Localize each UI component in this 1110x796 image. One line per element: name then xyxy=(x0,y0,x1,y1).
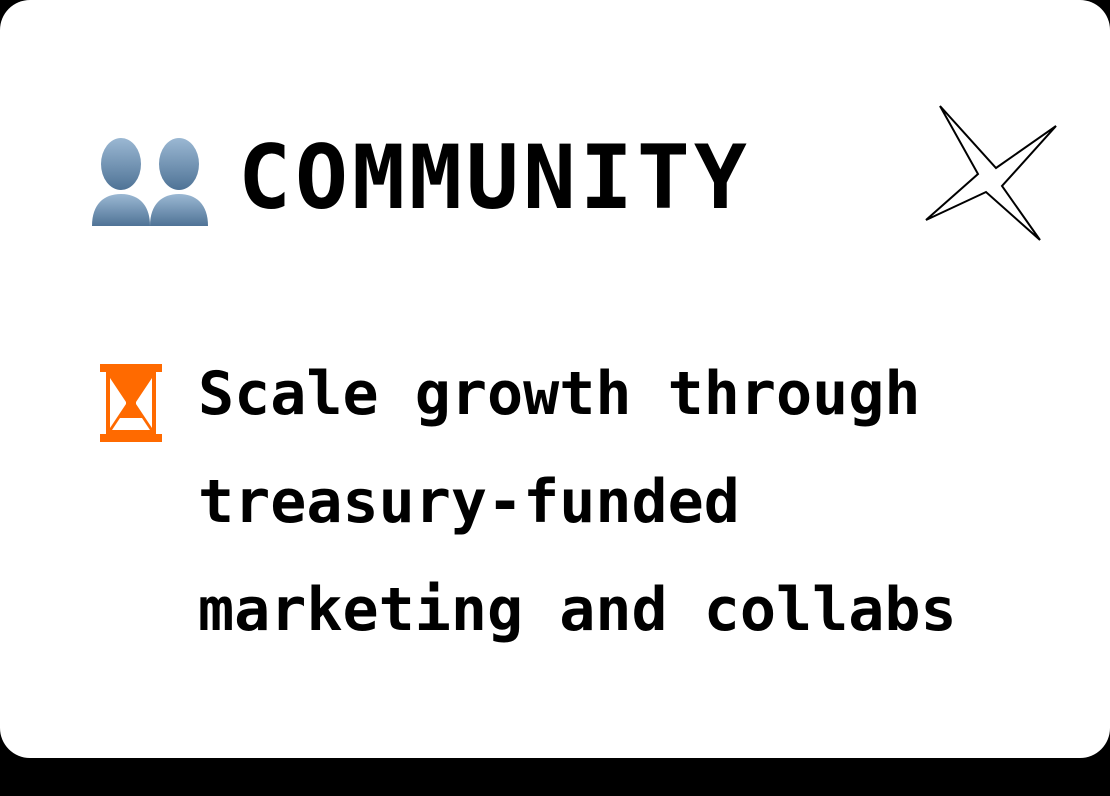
sparkle-icon xyxy=(925,105,1057,241)
list-item-text: Scale growth through treasury-funded mar… xyxy=(198,359,957,645)
card-header: COMMUNITY xyxy=(90,128,751,228)
community-card: COMMUNITY Scale growth through treasury-… xyxy=(0,0,1110,758)
busts-in-silhouette-icon xyxy=(92,138,208,226)
card-title: COMMUNITY xyxy=(238,126,751,229)
list-item: Scale growth through treasury-funded mar… xyxy=(100,356,998,664)
hourglass-icon xyxy=(100,364,162,442)
